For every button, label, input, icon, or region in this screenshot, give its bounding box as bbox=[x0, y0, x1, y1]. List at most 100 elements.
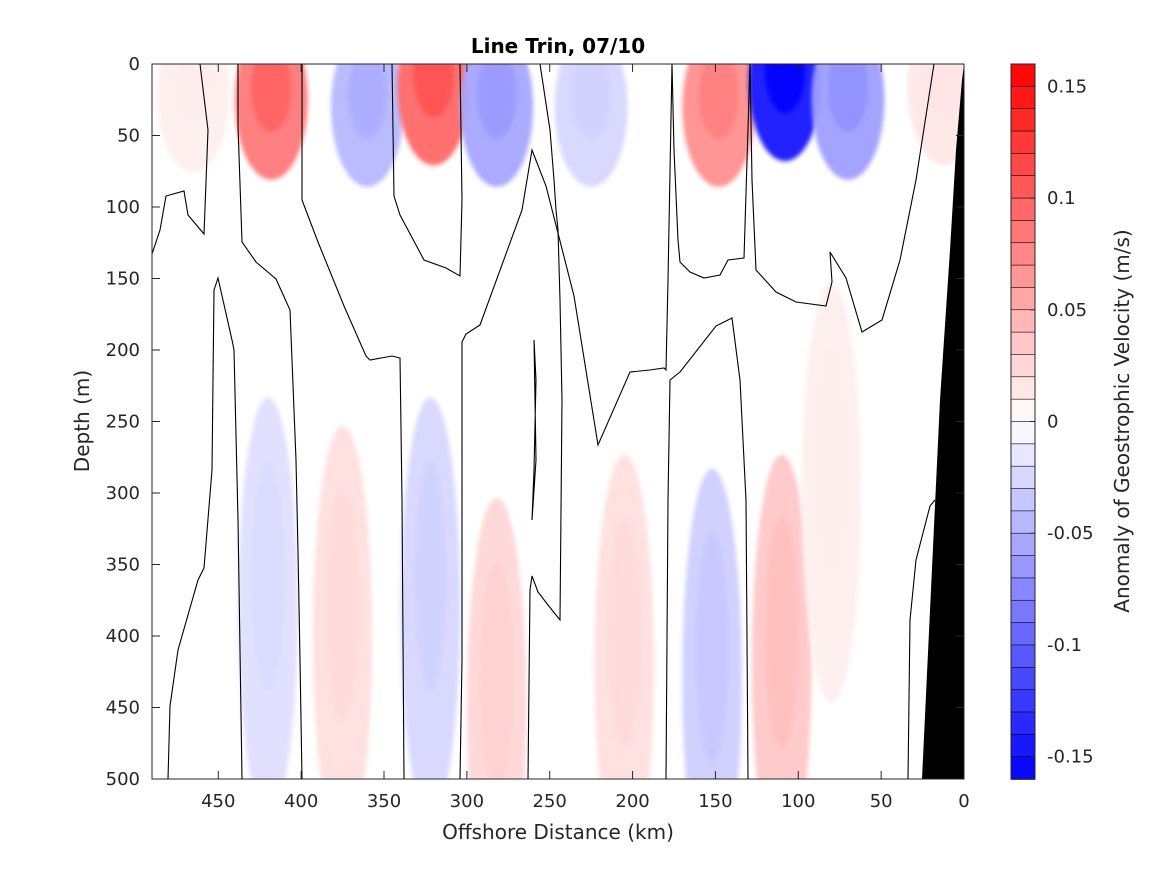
zero-contour bbox=[907, 499, 936, 779]
colorbar-segment bbox=[1010, 309, 1036, 333]
colorbar-segment bbox=[1010, 689, 1036, 713]
velocity-core-inner bbox=[173, 64, 214, 125]
colorbar-segment bbox=[1010, 242, 1036, 266]
colorbar-segment bbox=[1010, 465, 1036, 490]
colorbar-segment bbox=[1010, 220, 1036, 244]
colorbar-tick-label: -0.1 bbox=[1047, 635, 1082, 656]
velocity-anomaly-field bbox=[156, 64, 964, 779]
colorbar-segment bbox=[1010, 376, 1036, 400]
colorbar-segment bbox=[1010, 63, 1036, 88]
y-tick-label: 250 bbox=[106, 412, 140, 433]
velocity-core-inner bbox=[698, 64, 739, 139]
zero-contour bbox=[665, 317, 749, 779]
colorbar: 0.15 0.1 0.05 0 -0.05 -0.1 -0.15 bbox=[1010, 63, 1094, 780]
colorbar-segment bbox=[1010, 577, 1036, 602]
velocity-core-inner bbox=[347, 64, 388, 139]
y-tick-label: 500 bbox=[106, 769, 140, 790]
colorbar-segment bbox=[1010, 287, 1036, 311]
zero-contour bbox=[391, 64, 463, 277]
y-tick-label: 450 bbox=[106, 698, 140, 719]
colorbar-tick-label: -0.05 bbox=[1047, 523, 1094, 544]
colorbar-segment bbox=[1010, 555, 1036, 579]
colorbar-segment bbox=[1010, 264, 1036, 289]
colorbar-segment bbox=[1010, 86, 1036, 110]
colorbar-segment bbox=[1010, 510, 1036, 535]
colorbar-segment bbox=[1010, 666, 1036, 691]
colorbar-segment bbox=[1010, 153, 1036, 177]
bathymetry-land bbox=[922, 64, 964, 779]
colorbar-segment bbox=[1010, 108, 1036, 132]
colorbar-segment bbox=[1010, 711, 1036, 736]
velocity-core-inner bbox=[607, 517, 641, 749]
velocity-core-inner bbox=[827, 64, 869, 132]
zero-contour bbox=[671, 64, 751, 279]
colorbar-segment bbox=[1010, 421, 1036, 445]
colorbar-segment bbox=[1010, 644, 1036, 669]
x-tick-label: 0 bbox=[958, 791, 969, 812]
x-tick-label: 50 bbox=[870, 791, 893, 812]
x-tick-label: 100 bbox=[781, 791, 815, 812]
velocity-core-inner bbox=[571, 64, 612, 139]
velocity-core-inner bbox=[815, 346, 848, 577]
zero-contour bbox=[459, 64, 673, 779]
zero-contour-lines bbox=[152, 64, 936, 779]
velocity-core-inner bbox=[765, 517, 799, 749]
velocity-core-inner bbox=[413, 64, 454, 118]
x-tick-label: 200 bbox=[615, 791, 649, 812]
zero-contour bbox=[152, 64, 209, 255]
colorbar-segment bbox=[1010, 488, 1036, 512]
colorbar-tick-label: 0.15 bbox=[1047, 76, 1087, 97]
x-tick-label: 450 bbox=[201, 791, 235, 812]
y-tick-label: 200 bbox=[106, 340, 140, 361]
velocity-core-inner bbox=[251, 460, 285, 692]
zero-contour bbox=[167, 275, 243, 779]
y-tick-label: 150 bbox=[106, 269, 140, 290]
y-tick-label: 50 bbox=[117, 126, 140, 147]
zero-contour bbox=[301, 64, 405, 779]
colorbar-segment bbox=[1010, 331, 1036, 356]
velocity-core-inner bbox=[476, 64, 517, 139]
colorbar-segment bbox=[1010, 599, 1036, 624]
x-tick-label: 400 bbox=[284, 791, 318, 812]
colorbar-segment bbox=[1010, 175, 1036, 199]
y-tick-label: 100 bbox=[106, 197, 140, 218]
colorbar-segment bbox=[1010, 354, 1036, 378]
zero-contour bbox=[749, 64, 935, 333]
colorbar-segment bbox=[1010, 197, 1036, 222]
x-tick-label: 350 bbox=[367, 791, 401, 812]
velocity-core-inner bbox=[251, 64, 292, 132]
x-axis-label: Offshore Distance (km) bbox=[442, 820, 674, 844]
velocity-core-inner bbox=[924, 64, 964, 118]
colorbar-segment bbox=[1010, 622, 1036, 646]
colorbar-tick-label: 0.05 bbox=[1047, 300, 1087, 321]
colorbar-segment bbox=[1010, 130, 1036, 155]
y-axis: 0 50 100 150 200 250 300 350 400 450 500 bbox=[106, 54, 964, 790]
velocity-core-inner bbox=[413, 460, 447, 692]
plot-area bbox=[152, 64, 964, 779]
colorbar-segment bbox=[1010, 734, 1036, 758]
x-tick-label: 250 bbox=[533, 791, 567, 812]
velocity-core-inner bbox=[326, 489, 359, 720]
colorbar-segment bbox=[1010, 756, 1036, 780]
colorbar-segment bbox=[1010, 532, 1036, 557]
colorbar-segment bbox=[1010, 443, 1036, 467]
zero-contour bbox=[531, 339, 537, 521]
colorbar-segment bbox=[1010, 398, 1036, 423]
x-tick-label: 150 bbox=[698, 791, 732, 812]
x-axis: 450 400 350 300 250 200 150 100 50 0 bbox=[201, 64, 970, 812]
velocity-core-inner bbox=[764, 64, 806, 114]
colorbar-tick-label: 0 bbox=[1047, 412, 1058, 433]
chart-title: Line Trin, 07/10 bbox=[471, 34, 645, 58]
zero-contour bbox=[237, 64, 303, 779]
x-tick-label: 300 bbox=[450, 791, 484, 812]
colorbar-tick-label: 0.1 bbox=[1047, 188, 1076, 209]
velocity-core-inner bbox=[695, 531, 729, 763]
zero-contour bbox=[527, 64, 563, 779]
y-tick-label: 0 bbox=[129, 54, 140, 75]
velocity-core-inner bbox=[480, 560, 514, 779]
y-tick-label: 400 bbox=[106, 626, 140, 647]
y-tick-label: 300 bbox=[106, 483, 140, 504]
colorbar-label: Anomaly of Geostrophic Velocity (m/s) bbox=[1110, 229, 1134, 612]
y-axis-label: Depth (m) bbox=[70, 370, 94, 472]
